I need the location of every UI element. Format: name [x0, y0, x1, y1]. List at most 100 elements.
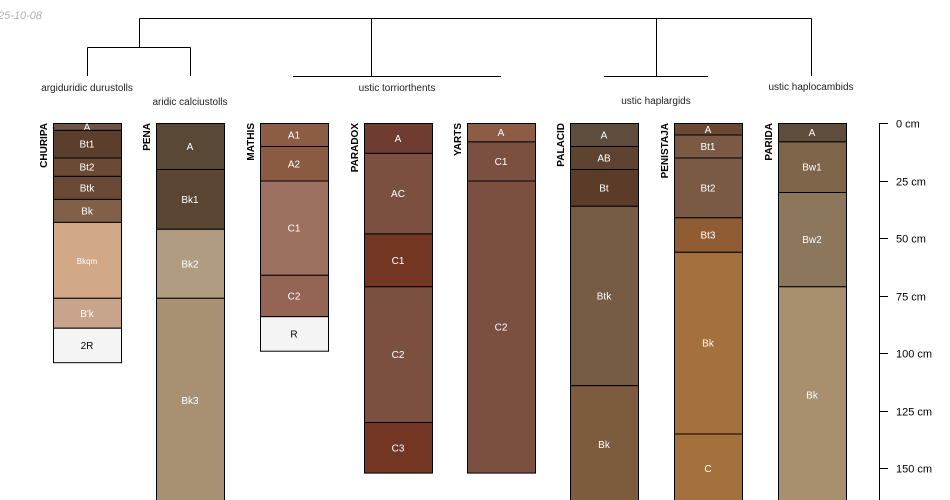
horizon-penistaja-bk [674, 251, 743, 435]
profile-name-mathis: MATHIS [246, 123, 257, 161]
profile-name-penistaja: PENISTAJA [660, 123, 671, 178]
horizon-label-pena-bk1: Bk1 [181, 195, 199, 206]
profile-penistaja: PENISTAJA A Bt1 Bt2 Bt3 Bk C [660, 123, 743, 500]
profile-name-yarts: YARTS [453, 123, 464, 156]
horizon-label-pena-bk3: Bk3 [181, 396, 199, 407]
horizon-label-paradox-a: A [395, 134, 402, 145]
horizon-penistaja-bt3 [674, 217, 743, 253]
horizon-palacid-bk [570, 385, 639, 500]
group-label-ustic-haplocambids: ustic haplocambids [768, 82, 853, 93]
horizon-paradox-c2 [364, 286, 433, 423]
horizon-label-yarts-a: A [498, 128, 505, 139]
horizon-paradox-a [364, 123, 433, 154]
dendrogram-mollisol-links [87, 47, 191, 76]
horizon-label-parida-bw1: Bw1 [802, 163, 822, 174]
horizon-label-churipa-2r: 2R [81, 341, 94, 352]
depth-tick-label-150: 150 cm [896, 464, 932, 476]
depth-tick-label-125: 125 cm [896, 407, 932, 419]
horizon-pena-bk3 [156, 297, 225, 500]
profile-name-palacid: PALACID [556, 123, 567, 167]
group-label-argiduridic-durustolls: argiduridic durustolls [41, 83, 133, 94]
horizon-penistaja-c [674, 433, 743, 500]
horizon-label-parida-a: A [809, 128, 816, 139]
horizon-label-yarts-c1: C1 [495, 157, 508, 168]
profile-churipa: CHURIPA A Bt1 Bt2 Btk Bk Bkqm B'k 2R [39, 122, 122, 364]
horizon-label-parida-bw2: Bw2 [802, 235, 822, 246]
horizon-label-mathis-r: R [290, 329, 297, 340]
horizon-paradox-ac [364, 152, 433, 235]
horizon-palacid-bt [570, 169, 639, 207]
horizon-churipa-bt1 [53, 129, 122, 159]
horizon-label-palacid-bk: Bk [598, 440, 611, 451]
horizon-label-mathis-c1: C1 [288, 224, 301, 235]
profiles-layer: CHURIPA A Bt1 Bt2 Btk Bk Bkqm B'k 2R PENA A Bk1 Bk2 B… [39, 122, 847, 500]
horizon-parida-bk [778, 286, 847, 500]
profile-mathis: MATHIS A1 A2 C1 C2 R [246, 123, 329, 352]
horizon-label-mathis-a2: A2 [288, 159, 301, 170]
horizon-label-churipa-a: A [84, 122, 91, 133]
horizon-label-penistaja-bt3: Bt3 [700, 231, 715, 242]
horizon-pena-bk2 [156, 228, 225, 299]
depth-tick-label-0: 0 cm [896, 119, 920, 131]
depth-tick-label-50: 50 cm [896, 234, 926, 246]
profile-paradox: PARADOX A AC C1 C2 C3 [350, 123, 433, 474]
profile-name-paradox: PARADOX [350, 123, 361, 173]
horizon-label-churipa-bk: B'k [80, 309, 95, 320]
horizon-label-palacid-ab: AB [597, 154, 611, 165]
horizon-label-parida-bk: Bk [806, 390, 819, 401]
horizon-parida-bw2 [778, 192, 847, 288]
horizon-label-palacid-bt: Bt [599, 183, 609, 194]
group-label-ustic-torriorthents: ustic torriorthents [359, 83, 436, 94]
horizon-label-penistaja-bk: Bk [702, 339, 715, 350]
group-label-ustic-haplargids: ustic haplargids [621, 96, 690, 107]
horizon-mathis-a2 [260, 146, 329, 182]
horizon-pena-a [156, 123, 225, 170]
horizon-penistaja-bt2 [674, 157, 743, 219]
horizon-churipa-bk [53, 297, 122, 329]
horizon-mathis-r [260, 316, 329, 352]
depth-tick-label-25: 25 cm [896, 177, 926, 189]
profile-pena: PENA A Bk1 Bk2 Bk3 [142, 123, 225, 500]
horizon-label-mathis-a1: A1 [288, 131, 301, 142]
horizon-palacid-btk [570, 205, 639, 387]
horizon-label-churipa-bkqm: Bkqm [77, 257, 98, 266]
profile-name-pena: PENA [142, 123, 153, 151]
horizon-label-churipa-bt2: Bt2 [79, 163, 94, 174]
horizon-label-churipa-bk: Bk [81, 206, 94, 217]
profile-name-churipa: CHURIPA [39, 123, 50, 168]
horizon-label-paradox-c2: C2 [392, 350, 405, 361]
horizon-churipa-2r [53, 327, 122, 364]
depth-tick-label-75: 75 cm [896, 292, 926, 304]
horizon-label-penistaja-c: C [704, 464, 711, 475]
dendrogram [87, 18, 812, 77]
horizon-label-churipa-btk: Btk [80, 183, 95, 194]
horizon-label-pena-bk2: Bk2 [181, 259, 199, 270]
horizon-yarts-c1 [467, 141, 536, 182]
dendrogram-top-links [139, 18, 812, 76]
horizon-label-palacid-btk: Btk [597, 292, 612, 303]
horizon-label-penistaja-a: A [705, 125, 712, 136]
profile-parida: PARIDA A Bw1 Bw2 Bk [764, 123, 847, 500]
horizon-mathis-c1 [260, 180, 329, 276]
horizon-label-paradox-c1: C1 [392, 256, 405, 267]
horizon-yarts-c2 [467, 180, 536, 474]
horizon-label-penistaja-bt1: Bt1 [700, 142, 715, 153]
horizon-paradox-c1 [364, 233, 433, 288]
horizon-label-paradox-c3: C3 [392, 443, 405, 454]
horizon-label-mathis-c2: C2 [288, 292, 301, 303]
profile-name-parida: PARIDA [764, 123, 775, 161]
depth-axis: 0 cm 25 cm 50 cm 75 cm 100 cm 125 cm 150 cm [879, 119, 932, 500]
depth-tick-label-100: 100 cm [896, 349, 932, 361]
horizon-label-churipa-bt1: Bt1 [79, 140, 94, 151]
horizon-paradox-c3 [364, 422, 433, 474]
group-label-aridic-calciustolls: aridic calciustolls [152, 97, 227, 108]
date-label: 25-10-08 [0, 10, 43, 22]
horizon-mathis-c2 [260, 274, 329, 318]
horizon-label-penistaja-bt2: Bt2 [700, 183, 715, 194]
horizon-label-yarts-c2: C2 [495, 323, 508, 334]
horizon-label-palacid-a: A [601, 131, 608, 142]
horizon-label-pena-a: A [187, 142, 194, 153]
horizon-label-paradox-ac: AC [391, 189, 405, 200]
profile-yarts: YARTS A C1 C2 [453, 123, 536, 474]
